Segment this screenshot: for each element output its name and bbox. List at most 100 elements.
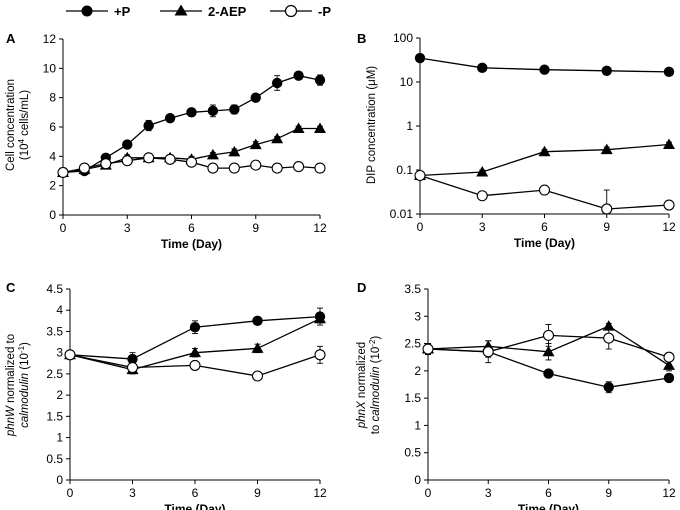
panel-a-series-minus-p-point <box>100 158 112 170</box>
panel-d-x-tick-label: 6 <box>545 486 552 500</box>
panel-a-series-minus-p <box>57 152 326 179</box>
panel-b-series-plus-p-point <box>414 52 426 64</box>
panel-a-series-minus-p-point <box>271 162 283 174</box>
panel-a-series-2aep-point <box>314 122 326 133</box>
panel-d-series-plus-p-point <box>543 368 554 379</box>
panel-a-series-minus-p-point <box>57 166 69 179</box>
panel-b-ylabel-text: DIP concentration (μM) <box>366 66 378 184</box>
panel-c-y-tick-label: 0 <box>56 473 63 487</box>
panel-b-x-tick-label: 6 <box>541 220 548 234</box>
panel-a-series-plus-p-point <box>229 104 240 115</box>
panel-a-series-2aep-point <box>249 138 262 150</box>
panel-c-xlabel: Time (Day) <box>164 502 225 510</box>
panel-a-series-minus-p-point <box>228 162 240 174</box>
panel-d-series-2aep-point <box>663 359 675 370</box>
panel-c-x-tick-label: 6 <box>192 486 199 500</box>
panel-a-series-plus-p-point <box>164 113 176 124</box>
panel-c-series-minus-p-point <box>251 370 264 382</box>
svg-text:to calmodulin (10-2): to calmodulin (10-2) <box>368 336 382 435</box>
panel-b-series-minus-p-point <box>414 169 426 182</box>
panel-d-y-tick-label: 2.5 <box>404 337 421 351</box>
panel-a-x-tick-label: 3 <box>124 221 131 235</box>
panel-a-x-tick-label: 12 <box>313 221 327 235</box>
panel-c-y-tick-label: 2.5 <box>46 367 63 381</box>
legend: +P 2-AEP -P <box>66 4 331 19</box>
legend-entry-2aep: 2-AEP <box>160 4 247 19</box>
panel-a-series-minus-p-point <box>143 152 155 164</box>
panel-c-series-minus-p-point <box>314 349 326 361</box>
panel-a-y-tick-label: 12 <box>43 32 57 46</box>
panel-d-series-minus-p <box>422 324 675 364</box>
panel-d-xlabel: Time (Day) <box>518 502 579 510</box>
panel-a-y-tick-label: 4 <box>49 149 56 163</box>
panel-c-y-tick-label: 4 <box>56 303 63 317</box>
panel-b-series-2aep <box>414 138 675 180</box>
panel-a-ylabel: Cell concentration (104 cells/mL) <box>5 79 31 171</box>
panel-d-x-tick-label: 9 <box>605 486 612 500</box>
panel-b-series-minus-p-point <box>476 190 488 202</box>
panel-b-y-tick-label: 100 <box>393 31 413 45</box>
panel-a-xlabel: Time (Day) <box>161 237 222 251</box>
panel-c-y-tick-label: 1.5 <box>46 409 63 423</box>
panel-b-series-minus-p-point <box>663 199 675 211</box>
panel-b-series-minus-p <box>414 169 675 215</box>
panel-b-y-tick-label: 10 <box>400 75 414 89</box>
panel-b-series-plus-p-point <box>601 65 612 76</box>
panel-a-series-2aep-point <box>206 148 219 160</box>
panel-c-ylabel-prefix: (10 <box>19 353 31 373</box>
panel-a-series-minus-p-point <box>293 161 305 173</box>
panel-a-ylabel-suffix: cells/mL) <box>19 90 31 139</box>
panel-c-x-tick-label: 9 <box>254 486 261 500</box>
panel-c-ylabel-gene: phnW <box>5 405 17 437</box>
panel-a-series-plus-p-point <box>143 120 154 131</box>
panel-c-series-2aep-point <box>251 342 264 353</box>
panel-d-series-minus-p-point <box>482 346 494 358</box>
panel-b-series-minus-p-point <box>538 184 551 196</box>
panel-c-x-tick-label: 0 <box>67 486 74 500</box>
panel-b-series-plus-p-point <box>477 62 488 74</box>
panel-a-series-2aep-point <box>292 122 305 133</box>
panel-b-xlabel: Time (Day) <box>514 236 575 250</box>
panel-d-y-tick-label: 3 <box>414 309 421 323</box>
panel-d-series-2aep-point <box>602 320 615 331</box>
panel-c-series-plus-p-point <box>189 322 201 333</box>
panel-letter-b: B <box>357 31 366 46</box>
panel-c-y-tick-label: 0.5 <box>46 452 63 466</box>
svg-text:phnX normalized: phnX normalized <box>356 342 368 429</box>
panel-c-y-tick-label: 3.5 <box>46 324 63 338</box>
panel-b-series-2aep-point <box>538 145 551 157</box>
panel-a-series-plus-p-point <box>122 139 133 150</box>
panel-a-ylabel-line1: Cell concentration <box>5 79 17 171</box>
panel-d-y-tick-label: 1 <box>414 418 421 432</box>
panel-a-series-2aep-point <box>271 132 284 144</box>
panel-a-x-tick-label: 6 <box>188 221 195 235</box>
panel-c-x-tick-label: 12 <box>313 486 327 500</box>
svg-text:phnW normalized to: phnW normalized to <box>5 334 17 437</box>
panel-a-y-tick-label: 2 <box>49 179 56 193</box>
legend-label-plus-p: +P <box>114 4 131 19</box>
panel-d-x-tick-label: 3 <box>485 486 492 500</box>
panel-c-plot: 0 0.5 1 1.5 2 2.5 3 3.5 4 4.5 0 3 6 9 12 Time (Day) <box>46 282 327 510</box>
panel-c-series-minus-p-point <box>189 359 201 371</box>
panel-a-series-plus-p-point <box>271 77 283 89</box>
panel-d-y-tick-label: 2 <box>414 364 421 378</box>
panel-d-series-minus-p-point <box>663 351 675 363</box>
legend-marker-2aep <box>174 4 188 16</box>
panel-letter-d: D <box>357 280 366 295</box>
panel-c-y-tick-label: 1 <box>56 431 63 445</box>
panel-a-x-tick-label: 9 <box>252 221 259 235</box>
panel-b-series-plus-p-point <box>539 64 550 75</box>
panel-c-x-tick-label: 3 <box>129 486 136 500</box>
panel-d-ylabel-gene: phnX <box>356 400 368 429</box>
panel-c-y-tick-label: 2 <box>56 388 63 402</box>
panel-a-series-2aep <box>57 122 326 177</box>
panel-d-y-tick-label: 1.5 <box>404 391 421 405</box>
panel-d-series-plus-p-point <box>663 372 675 384</box>
legend-entry-plus-p: +P <box>66 4 131 19</box>
panel-c-series-2aep-point <box>314 312 326 324</box>
panel-letter-c: C <box>6 280 16 295</box>
panel-a-x-tick-label: 0 <box>60 221 67 235</box>
panel-a-series-minus-p-point <box>207 162 219 174</box>
panel-a-series-minus-p-point <box>250 159 262 171</box>
svg-text:(104 cells/mL): (104 cells/mL) <box>17 90 31 160</box>
